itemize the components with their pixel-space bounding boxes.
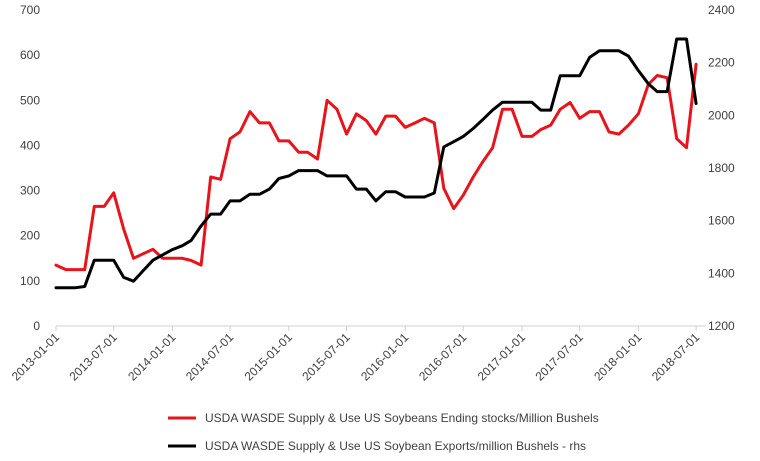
x-tick-label: 2014-01-01 [125, 330, 179, 384]
x-tick-label: 2015-07-01 [299, 330, 353, 384]
legend-item-stocks: USDA WASDE Supply & Use US Soybeans Endi… [168, 411, 599, 425]
legend-label-stocks: USDA WASDE Supply & Use US Soybeans Endi… [205, 411, 599, 425]
x-tick-label: 2014-07-01 [183, 330, 237, 384]
right-tick-label: 2200 [708, 56, 735, 70]
left-tick-label: 300 [20, 184, 40, 198]
legend-label-exports: USDA WASDE Supply & Use US Soybean Expor… [205, 439, 586, 453]
left-tick-label: 400 [20, 138, 40, 152]
left-tick-label: 600 [20, 48, 40, 62]
right-tick-label: 1200 [708, 319, 735, 333]
x-tick-label: 2017-01-01 [475, 330, 529, 384]
right-tick-label: 2400 [708, 3, 735, 17]
x-tick-label: 2018-01-01 [591, 330, 645, 384]
legend-item-exports: USDA WASDE Supply & Use US Soybean Expor… [168, 439, 586, 453]
x-tick-label: 2013-07-01 [67, 330, 121, 384]
x-tick-label: 2017-07-01 [533, 330, 587, 384]
right-tick-label: 1600 [708, 214, 735, 228]
legend: USDA WASDE Supply & Use US Soybeans Endi… [168, 411, 599, 453]
left-axis-ticks: 0 100 200 300 400 500 600 700 [20, 3, 40, 333]
x-tick-label: 2013-01-01 [9, 330, 63, 384]
right-tick-label: 1400 [708, 266, 735, 280]
right-axis-ticks: 1200 1400 1600 1800 2000 2200 2400 [708, 3, 735, 333]
right-tick-label: 1800 [708, 161, 735, 175]
left-tick-label: 200 [20, 229, 40, 243]
x-tick-label: 2016-07-01 [416, 330, 470, 384]
x-axis-ticks: 2013-01-01 2013-07-01 2014-01-01 2014-07-01… [9, 326, 703, 384]
x-tick-label: 2018-07-01 [649, 330, 703, 384]
series-line-exports [54, 37, 698, 290]
left-tick-label: 700 [20, 3, 40, 17]
series-layer [54, 37, 698, 290]
x-tick-label: 2015-01-01 [242, 330, 296, 384]
left-tick-label: 0 [33, 319, 40, 333]
right-tick-label: 2000 [708, 108, 735, 122]
left-tick-label: 100 [20, 274, 40, 288]
series-line-stocks [54, 62, 698, 272]
x-tick-label: 2016-01-01 [358, 330, 412, 384]
left-tick-label: 500 [20, 93, 40, 107]
